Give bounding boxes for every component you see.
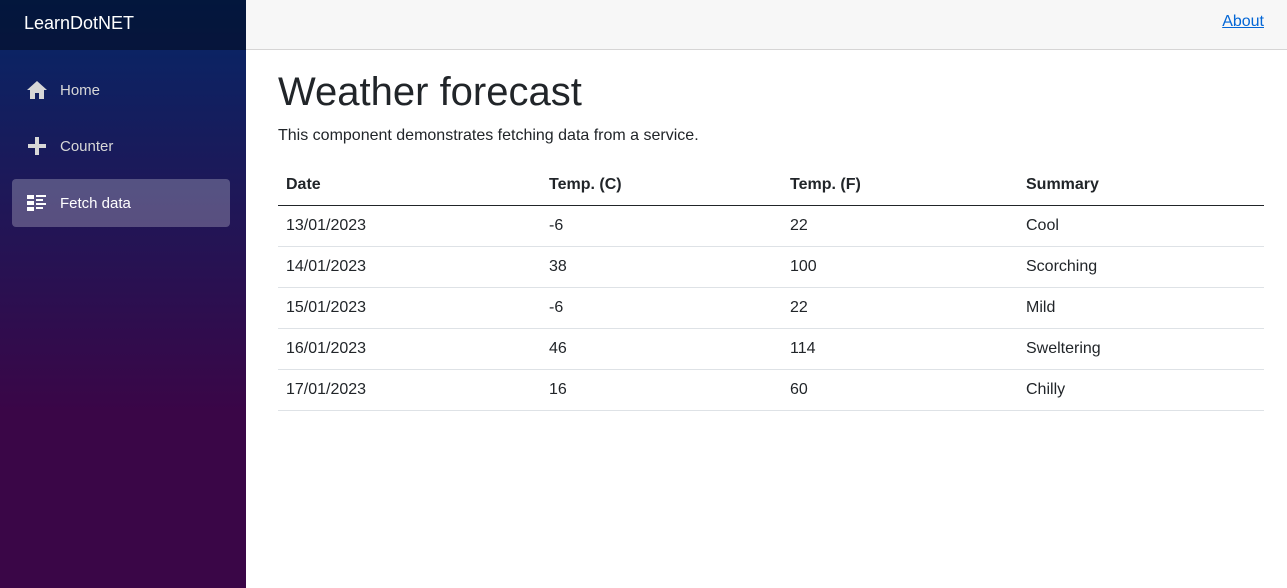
table-cell: 14/01/2023 — [278, 246, 541, 288]
about-link[interactable]: About — [1222, 13, 1264, 30]
header-row: Date Temp. (C) Temp. (F) Summary — [278, 164, 1264, 206]
table-cell: 114 — [782, 328, 1018, 370]
table-cell: Scorching — [1018, 246, 1264, 288]
nav-home[interactable]: Home — [12, 66, 230, 114]
table-cell: 60 — [782, 369, 1018, 411]
column-header: Temp. (F) — [782, 164, 1018, 206]
column-header: Temp. (C) — [541, 164, 782, 206]
list-icon — [27, 195, 46, 211]
table-row: 16/01/2023 46 114 Sweltering — [278, 328, 1264, 370]
column-header: Summary — [1018, 164, 1264, 206]
description: This component demonstrates fetching dat… — [278, 127, 699, 144]
nav-fetch-data[interactable]: Fetch data — [12, 179, 230, 227]
table-cell: Chilly — [1018, 369, 1264, 411]
page-title: Weather forecast — [278, 70, 582, 114]
table-cell: 22 — [782, 287, 1018, 329]
nav-label: Counter — [60, 137, 114, 155]
table-cell: 13/01/2023 — [278, 205, 541, 247]
table-cell: 17/01/2023 — [278, 369, 541, 411]
top-bar: About — [246, 0, 1287, 50]
table-cell: 22 — [782, 205, 1018, 247]
table-cell: Mild — [1018, 287, 1264, 329]
table-cell: 15/01/2023 — [278, 287, 541, 329]
table-cell: Cool — [1018, 205, 1264, 247]
table-cell: 100 — [782, 246, 1018, 288]
table-cell: Sweltering — [1018, 328, 1264, 370]
brand[interactable]: LearnDotNET — [0, 0, 246, 50]
plus-icon — [28, 137, 46, 155]
table-cell: 16/01/2023 — [278, 328, 541, 370]
table-row: 17/01/2023 16 60 Chilly — [278, 369, 1264, 411]
nav-counter[interactable]: Counter — [12, 122, 230, 170]
table-cell: -6 — [541, 287, 782, 329]
table-body: 13/01/2023 -6 22 Cool 14/01/2023 38 100 Scorchi… — [278, 205, 1264, 411]
table-row: 15/01/2023 -6 22 Mild — [278, 287, 1264, 329]
table-cell: -6 — [541, 205, 782, 247]
table-row: 13/01/2023 -6 22 Cool — [278, 205, 1264, 247]
table-cell: 46 — [541, 328, 782, 370]
nav-label: Home — [60, 81, 101, 99]
home-icon — [27, 81, 47, 99]
table-row: 14/01/2023 38 100 Scorching — [278, 246, 1264, 288]
table-cell: 16 — [541, 369, 782, 411]
table-cell: 38 — [541, 246, 782, 288]
forecast-table: Date Temp. (C) Temp. (F) Summary 13/01/2023… — [278, 164, 1264, 411]
sidebar: LearnDotNET Home Counter Fetch data — [0, 0, 246, 588]
nav-label: Fetch data — [60, 194, 131, 212]
column-header: Date — [278, 164, 541, 206]
